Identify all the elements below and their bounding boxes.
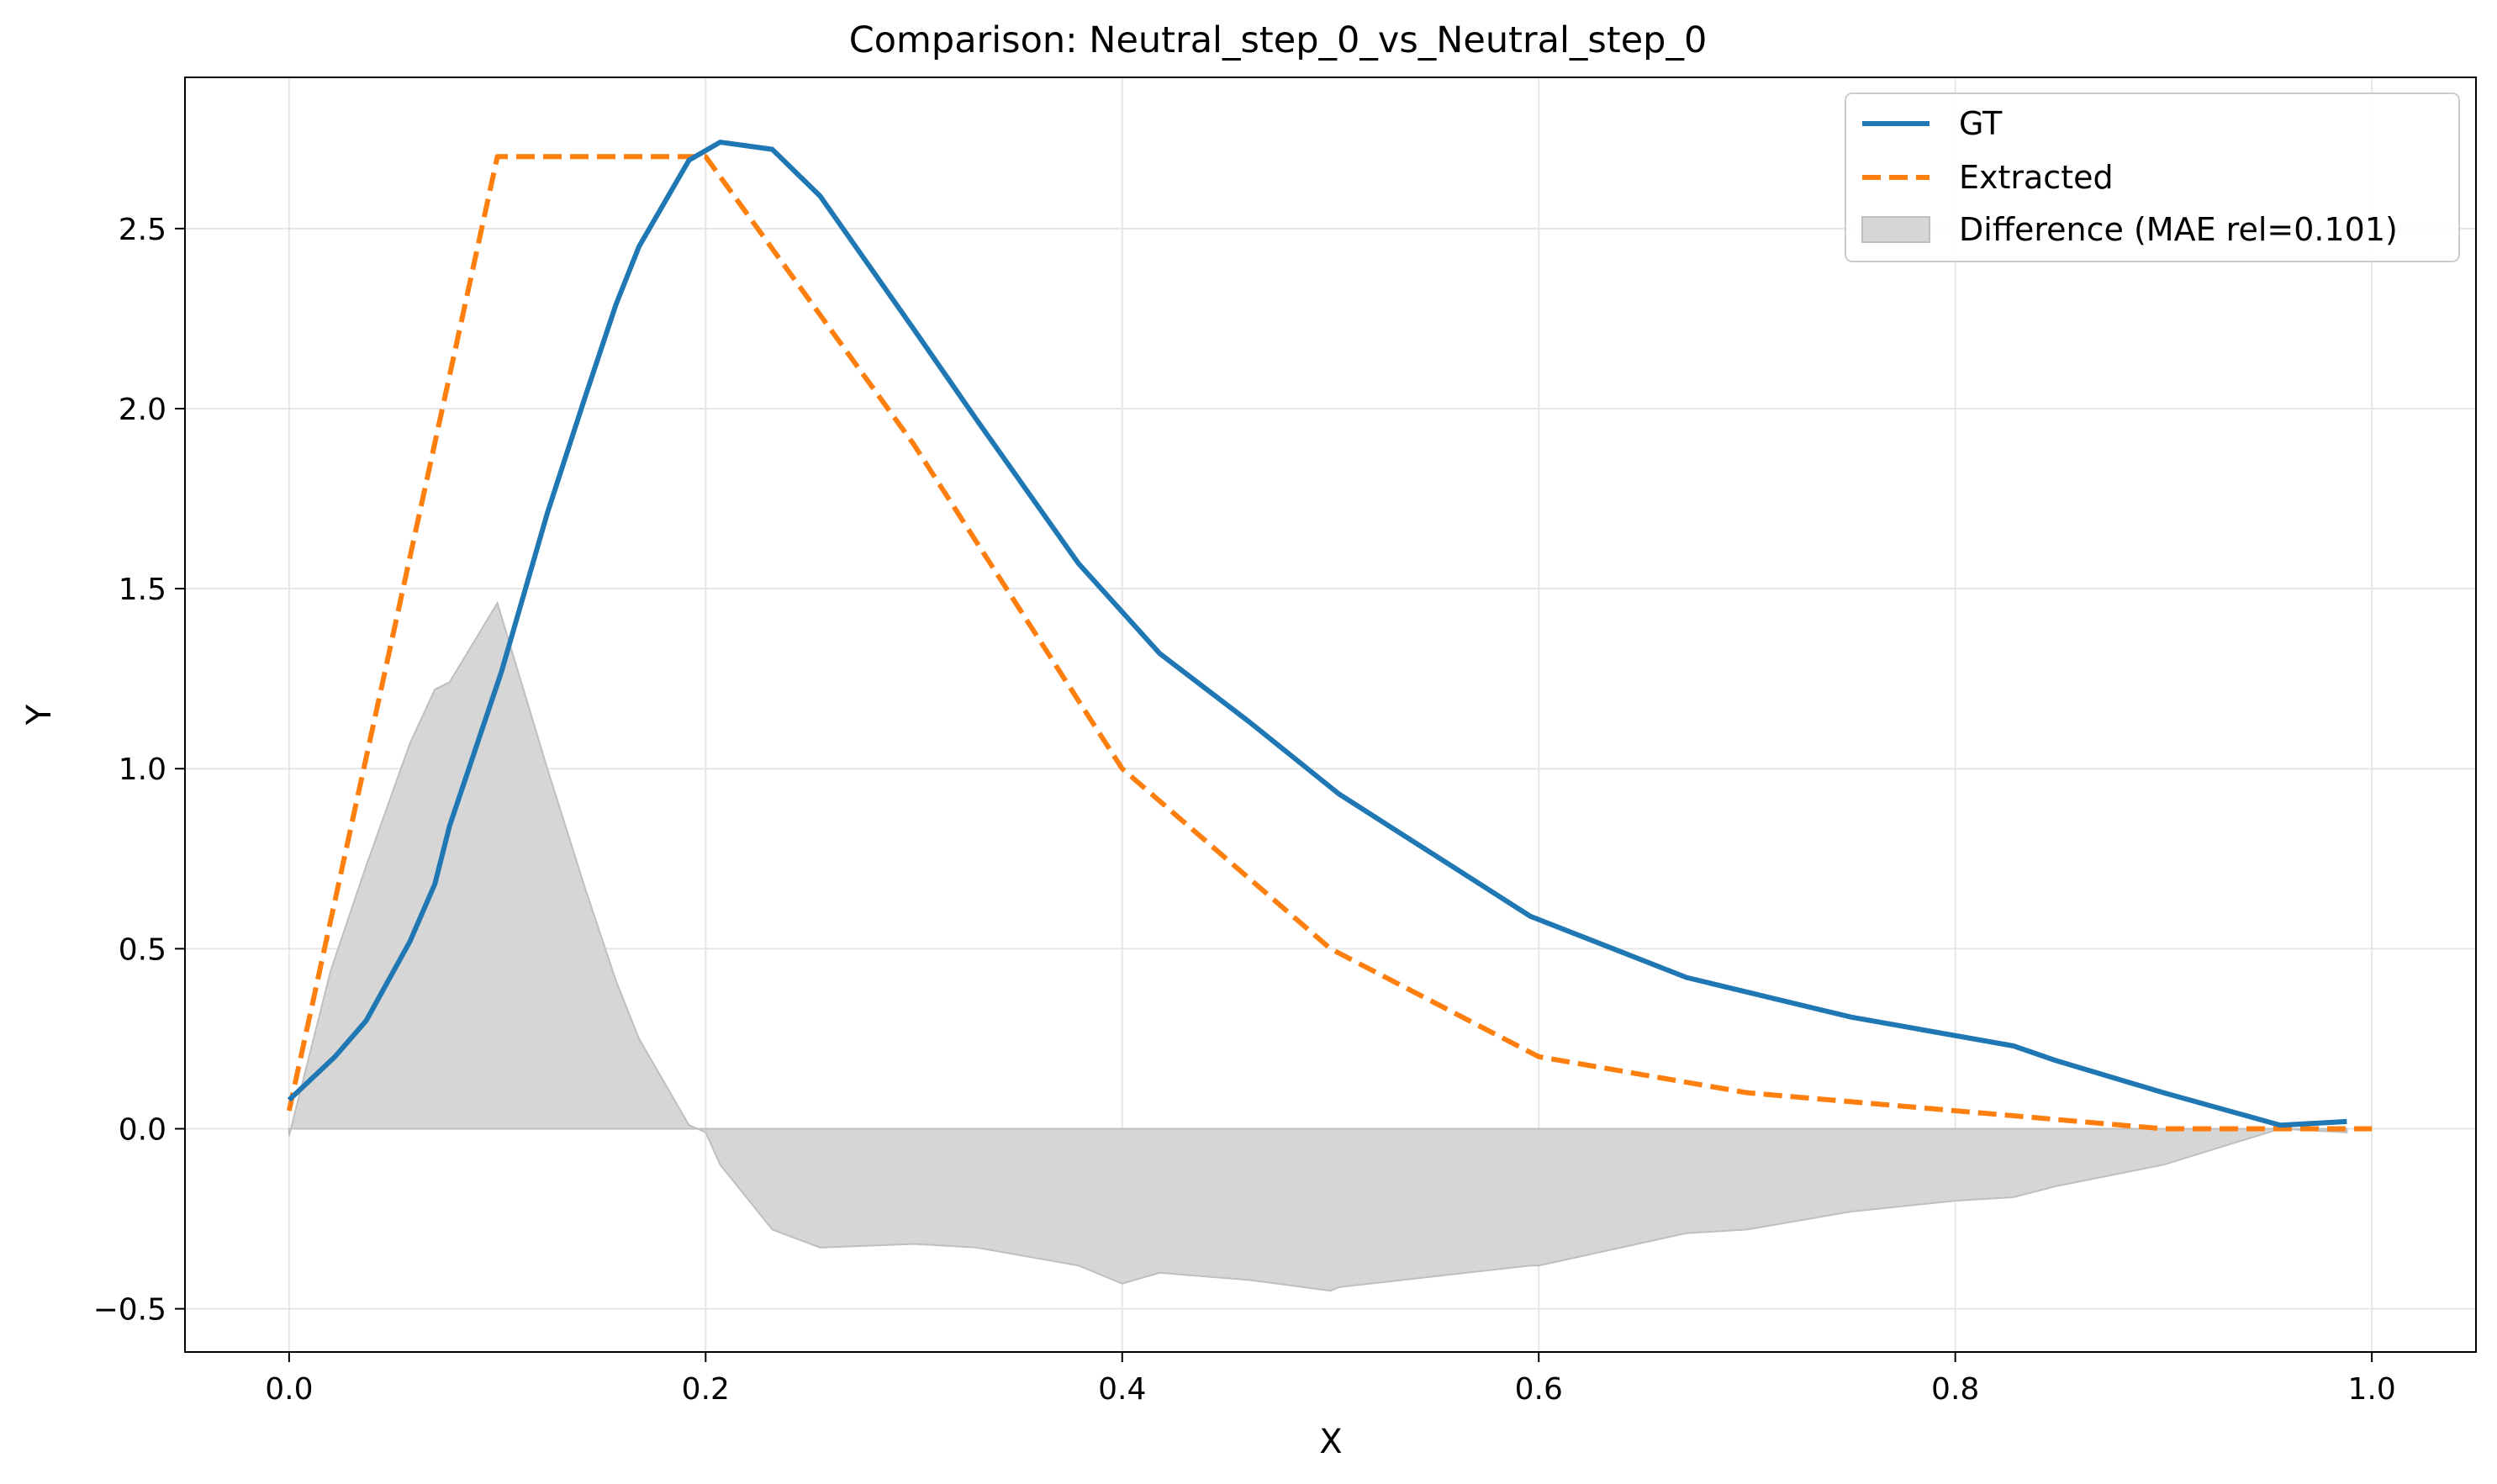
y-tick-label: 0.5 — [119, 932, 166, 967]
chart-title: Comparison: Neutral_step_0_vs_Neutral_st… — [849, 19, 1708, 61]
y-tick-label: 0.0 — [119, 1112, 166, 1147]
series-lines — [286, 140, 2373, 1132]
extracted-series-line — [286, 154, 2373, 1132]
legend-box — [1845, 92, 2460, 262]
legend-difference-swatch — [1861, 216, 1930, 243]
y-tick-label: 1.5 — [119, 573, 166, 607]
y-tick-label: 1.0 — [119, 753, 166, 787]
y-axis-label: Y — [20, 704, 59, 726]
legend-gt-label: GT — [1959, 105, 2003, 142]
y-tick-label: −0.5 — [93, 1293, 166, 1328]
y-tick-label: 2.5 — [119, 213, 166, 247]
difference-fill — [288, 600, 2348, 1292]
difference-area — [288, 600, 2348, 1292]
legend: GT Extracted Difference (MAE rel=0.101) — [1845, 92, 2460, 262]
x-tick-label: 0.0 — [265, 1372, 313, 1407]
x-tick-label: 0.8 — [1931, 1372, 1979, 1407]
x-tick-label: 0.6 — [1515, 1372, 1563, 1407]
x-tick-label: 0.4 — [1098, 1372, 1146, 1407]
x-axis-label: X — [1319, 1423, 1342, 1461]
axis-ticks: 0.0 0.2 0.4 0.6 0.8 1.0 −0.5 0.0 0.5 1.0 1.5 2.0 2.5 — [93, 213, 2396, 1407]
y-tick-label: 2.0 — [119, 393, 166, 427]
plot-frame — [184, 77, 2477, 1353]
gt-series-line — [287, 140, 2347, 1128]
legend-difference-label: Difference (MAE rel=0.101) — [1959, 211, 2398, 248]
x-tick-label: 0.2 — [682, 1372, 730, 1407]
legend-extracted-label: Extracted — [1959, 159, 2114, 196]
x-tick-label: 1.0 — [2348, 1372, 2396, 1407]
